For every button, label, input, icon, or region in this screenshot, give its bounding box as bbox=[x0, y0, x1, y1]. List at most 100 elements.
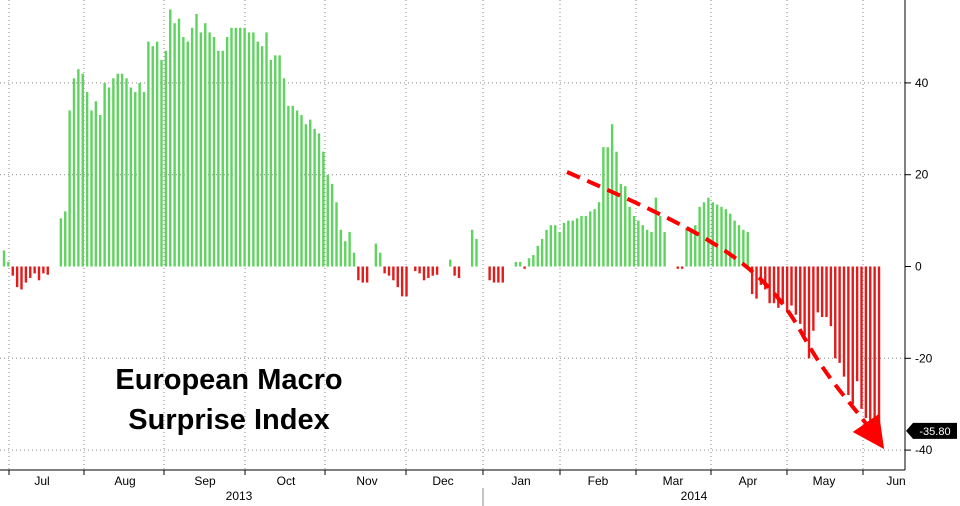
bar bbox=[842, 266, 846, 377]
bar bbox=[221, 50, 224, 267]
bar bbox=[190, 27, 194, 267]
bar bbox=[689, 229, 693, 267]
bar bbox=[379, 252, 382, 267]
bar bbox=[549, 225, 553, 267]
bar bbox=[361, 266, 364, 283]
bar bbox=[641, 225, 644, 267]
bar bbox=[217, 50, 220, 267]
bar bbox=[790, 266, 793, 306]
bar bbox=[519, 261, 522, 267]
last-value-box bbox=[906, 422, 957, 439]
bar bbox=[742, 229, 745, 267]
bar bbox=[313, 128, 316, 267]
bar bbox=[151, 46, 154, 267]
bars bbox=[2, 9, 881, 441]
bar bbox=[374, 243, 378, 267]
bar bbox=[659, 216, 662, 267]
bar bbox=[357, 266, 360, 281]
bar bbox=[11, 266, 14, 276]
bar bbox=[869, 266, 872, 432]
bar bbox=[103, 82, 106, 267]
bar bbox=[20, 266, 23, 290]
x-tick-label: Aug bbox=[114, 474, 135, 488]
bar bbox=[820, 266, 824, 317]
bar bbox=[624, 186, 627, 267]
bar bbox=[265, 32, 268, 267]
bar bbox=[134, 92, 137, 267]
bar bbox=[453, 266, 456, 276]
x-tick-label: Mar bbox=[663, 474, 684, 488]
x-tick-label: Apr bbox=[739, 474, 758, 488]
bar bbox=[470, 229, 474, 267]
bar bbox=[632, 216, 636, 267]
bar bbox=[160, 59, 163, 267]
chart-title: European Macro Surprise Index bbox=[64, 360, 394, 440]
bar bbox=[344, 241, 347, 267]
bar bbox=[81, 73, 84, 267]
gridlines bbox=[0, 0, 905, 470]
bar bbox=[785, 266, 789, 313]
bar bbox=[365, 266, 369, 283]
bar bbox=[799, 266, 802, 324]
bar bbox=[164, 50, 168, 267]
bar bbox=[449, 259, 452, 267]
bar bbox=[260, 46, 264, 267]
y-tick-label: -20 bbox=[915, 351, 933, 365]
bar bbox=[838, 266, 841, 363]
bar bbox=[457, 266, 461, 278]
bar bbox=[851, 266, 854, 405]
bar bbox=[825, 266, 828, 317]
bar bbox=[615, 151, 618, 267]
bar bbox=[300, 115, 303, 267]
last-value-label: -35.80 bbox=[919, 426, 950, 438]
bar bbox=[864, 266, 868, 418]
bar bbox=[540, 238, 544, 267]
bar bbox=[304, 124, 308, 267]
bar bbox=[873, 266, 876, 441]
bar bbox=[610, 124, 614, 267]
bar bbox=[208, 32, 211, 267]
bar bbox=[645, 229, 649, 267]
trend-arrow bbox=[566, 170, 885, 450]
bar bbox=[15, 266, 19, 288]
bar bbox=[392, 266, 395, 281]
bar bbox=[116, 73, 119, 267]
x-tick-label: Feb bbox=[588, 474, 609, 488]
bar bbox=[562, 222, 566, 267]
bar bbox=[720, 206, 723, 267]
bar bbox=[650, 232, 653, 267]
bar bbox=[676, 266, 679, 269]
bar bbox=[427, 266, 430, 278]
bar bbox=[759, 266, 763, 285]
bar bbox=[138, 82, 141, 267]
bar bbox=[142, 92, 146, 267]
bar bbox=[746, 232, 749, 267]
last-value-marker: -35.80 bbox=[906, 422, 957, 439]
bar bbox=[405, 266, 408, 297]
x-year-label: 2013 bbox=[226, 489, 253, 503]
bar bbox=[326, 174, 329, 267]
bar bbox=[269, 59, 273, 267]
bar bbox=[204, 23, 207, 267]
bar bbox=[724, 209, 728, 267]
bar bbox=[567, 220, 570, 267]
bar bbox=[68, 110, 71, 267]
bar bbox=[234, 27, 238, 267]
bar bbox=[77, 69, 80, 267]
bar bbox=[125, 78, 128, 267]
bar bbox=[637, 220, 640, 267]
bar bbox=[575, 218, 579, 267]
bar bbox=[794, 266, 798, 315]
bar bbox=[414, 266, 417, 272]
x-tick-label: May bbox=[813, 474, 836, 488]
bar bbox=[317, 133, 321, 267]
bar bbox=[225, 37, 229, 267]
bar bbox=[24, 266, 28, 283]
bar bbox=[387, 266, 391, 276]
bar bbox=[278, 55, 281, 267]
bar bbox=[335, 202, 338, 267]
bar bbox=[663, 232, 666, 267]
bar bbox=[72, 78, 76, 267]
bar bbox=[330, 183, 334, 267]
